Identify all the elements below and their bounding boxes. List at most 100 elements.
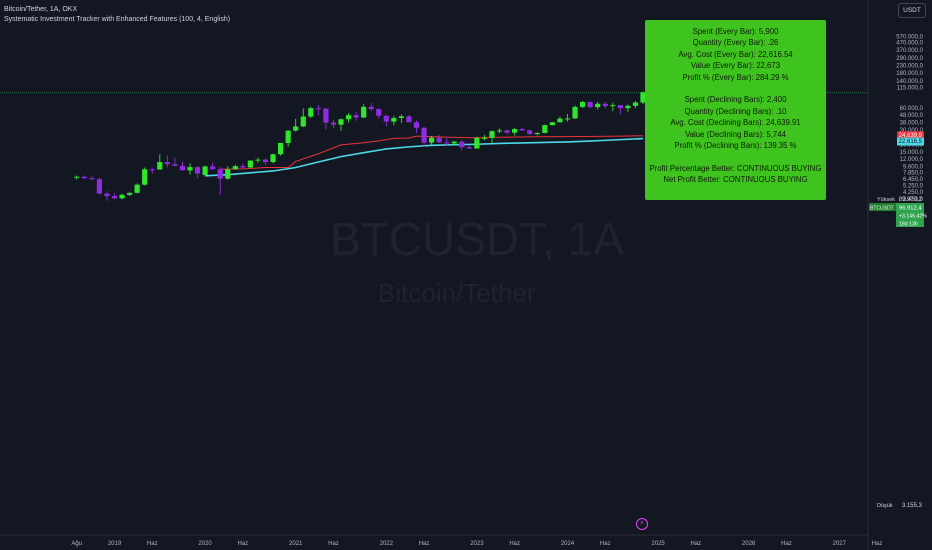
x-tick-label: 2022 bbox=[380, 541, 394, 547]
symbol-tag-bg bbox=[869, 203, 896, 211]
candle-up bbox=[134, 184, 140, 193]
candle-down bbox=[323, 108, 329, 123]
y-tick-label: 30.000,0 bbox=[900, 128, 924, 134]
candle-up bbox=[361, 106, 367, 118]
candle-down bbox=[172, 164, 178, 166]
candle-down bbox=[459, 141, 465, 148]
last-change: +3.146,42% bbox=[899, 214, 927, 220]
candle-up bbox=[293, 126, 299, 131]
candle-up bbox=[429, 137, 435, 143]
candle-up bbox=[270, 154, 276, 163]
indicator-title[interactable]: Systematic Investment Tracker with Enhan… bbox=[4, 16, 231, 23]
x-tick-label: Haz bbox=[872, 541, 883, 547]
x-tick-label: Haz bbox=[328, 541, 339, 547]
x-tick-label: Haz bbox=[600, 541, 611, 547]
countdown: 18d 13h bbox=[899, 221, 918, 227]
info-box-line: Net Profit Better: CONTINUOUS BUYING bbox=[663, 175, 808, 185]
x-tick-label: Haz bbox=[147, 541, 158, 547]
candle-up bbox=[572, 106, 578, 119]
x-tick-label: Haz bbox=[781, 541, 792, 547]
y-tick-label: 7.850,0 bbox=[903, 171, 924, 177]
info-box-line: Avg. Cost (Every Bar): 22,616.54 bbox=[678, 49, 793, 59]
candle-down bbox=[519, 129, 525, 131]
candle-up bbox=[496, 130, 503, 132]
every-avg-tag: 22.616,5 bbox=[897, 137, 924, 146]
chart-title: Bitcoin/Tether, 1A, OKX bbox=[4, 6, 78, 13]
tradingview-logo-icon[interactable]: ⚡ bbox=[636, 518, 648, 530]
candle-up bbox=[391, 117, 397, 122]
candle-down bbox=[81, 176, 87, 179]
y-tick-label: 15.000,0 bbox=[900, 150, 924, 156]
candle-up bbox=[580, 102, 586, 107]
currency-button[interactable]: USDT bbox=[898, 3, 926, 18]
candle-up bbox=[300, 116, 306, 127]
candle-up bbox=[157, 162, 163, 170]
x-tick-label: Haz bbox=[419, 541, 430, 547]
candle-up bbox=[542, 125, 548, 133]
x-tick-label: 2024 bbox=[561, 541, 575, 547]
x-tick-label: Ağu bbox=[71, 541, 82, 547]
info-box-line: Profit Percentage Better: CONTINUOUS BUY… bbox=[649, 163, 822, 173]
candle-up bbox=[474, 137, 480, 149]
y-tick-label: 48.000,0 bbox=[900, 113, 924, 119]
symbol-tag: BTCUSDT bbox=[870, 206, 894, 212]
x-tick-label: 2027 bbox=[833, 541, 847, 547]
every-avg-tag-bg bbox=[897, 137, 924, 146]
declining-avg-tag: 24.639,9 bbox=[897, 131, 924, 140]
x-tick-label: 2021 bbox=[289, 541, 303, 547]
x-tick-label: 2020 bbox=[198, 541, 212, 547]
candle-up bbox=[549, 122, 555, 126]
candle-down bbox=[89, 178, 95, 180]
candle-up bbox=[632, 102, 639, 106]
y-tick-label: 4.250,0 bbox=[903, 190, 924, 196]
candle-up bbox=[481, 137, 488, 139]
candle-down bbox=[179, 165, 186, 171]
info-box-line: Quantity (Every Bar): .26 bbox=[692, 38, 779, 48]
candle-down bbox=[383, 115, 389, 122]
candle-up bbox=[225, 169, 231, 179]
candle-up bbox=[74, 176, 80, 178]
y-tick-label: 570.000,0 bbox=[896, 34, 923, 40]
candle-down bbox=[111, 196, 118, 199]
candle-down bbox=[96, 179, 102, 194]
candle-down bbox=[602, 103, 608, 107]
candle-down bbox=[376, 109, 382, 116]
candle-down bbox=[240, 166, 246, 168]
candle-up bbox=[451, 141, 457, 144]
y-tick-label: 140.000,0 bbox=[896, 79, 923, 85]
candle-down bbox=[353, 115, 359, 118]
avg-cost-declining-line bbox=[220, 135, 644, 170]
candle-down bbox=[421, 127, 427, 143]
info-box-line: Profit % (Declining Bars): 139.35 % bbox=[674, 140, 797, 150]
candle-up bbox=[338, 119, 344, 125]
x-tick-label: Haz bbox=[238, 541, 249, 547]
info-box-spacer bbox=[645, 151, 826, 162]
candle-down bbox=[368, 106, 374, 110]
candle-up bbox=[142, 169, 148, 185]
candle-down bbox=[587, 102, 593, 108]
y-tick-label: 290.000,0 bbox=[896, 56, 923, 62]
candle-up bbox=[489, 131, 495, 138]
declining-avg-tag-bg bbox=[897, 131, 924, 140]
candle-up bbox=[398, 116, 404, 118]
watermark-name: Bitcoin/Tether bbox=[378, 278, 536, 308]
avg-cost-every-line bbox=[205, 137, 644, 177]
info-box-line: Quantity (Declining Bars): .10 bbox=[684, 106, 787, 116]
candle-down bbox=[406, 116, 412, 123]
candle-up bbox=[557, 118, 563, 123]
candle-up bbox=[247, 160, 253, 168]
every-avg-tag-text: 22.616,5 bbox=[899, 139, 923, 145]
candle-down bbox=[444, 142, 450, 144]
y-tick-label: 9.600,0 bbox=[903, 164, 924, 170]
candle-up bbox=[610, 105, 616, 107]
last-price: 96.912,4 bbox=[899, 206, 922, 212]
info-box-line: Spent (Declining Bars): 2,400 bbox=[684, 95, 787, 105]
low-label: Düşük bbox=[877, 503, 893, 509]
declining-avg-tag-text: 24.639,9 bbox=[899, 133, 923, 139]
candle-down bbox=[104, 193, 110, 197]
low-value: 3.155,3 bbox=[902, 503, 923, 509]
candle-down bbox=[194, 167, 201, 174]
candle-down bbox=[466, 147, 472, 149]
